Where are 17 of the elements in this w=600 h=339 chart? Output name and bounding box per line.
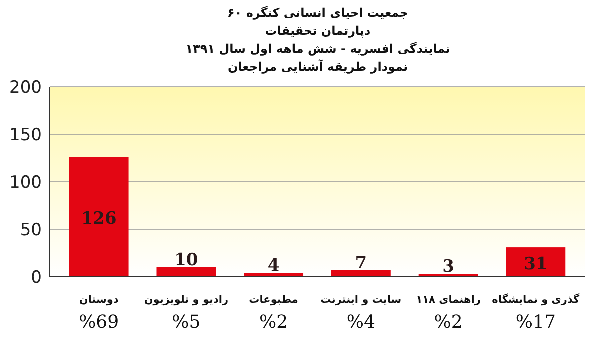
bar (506, 248, 566, 277)
bar (69, 157, 129, 277)
data-label: 126 (81, 209, 117, 230)
bar (244, 273, 304, 277)
data-label: 4 (268, 256, 280, 276)
y-tick-label: 200 (10, 78, 42, 98)
bar (156, 268, 216, 277)
data-label: 10 (174, 250, 198, 270)
data-label: 31 (524, 254, 548, 274)
y-tick-label: 0 (31, 268, 42, 288)
y-tick-label: 100 (10, 173, 42, 193)
y-tick-label: 150 (10, 126, 42, 146)
y-tick-label: 50 (20, 220, 42, 240)
chart-title: جمعیت احیای انسانی کنگره ۶۰ دپارتمان تحقیقات نمایندگی افسریه - شش ماهه اول سال ۱۳۹۱ نمودار طریقه آشنایی مراجعان (186, 6, 450, 74)
bar (331, 270, 391, 277)
data-label: 7 (355, 253, 368, 274)
data-label: 3 (442, 257, 454, 278)
